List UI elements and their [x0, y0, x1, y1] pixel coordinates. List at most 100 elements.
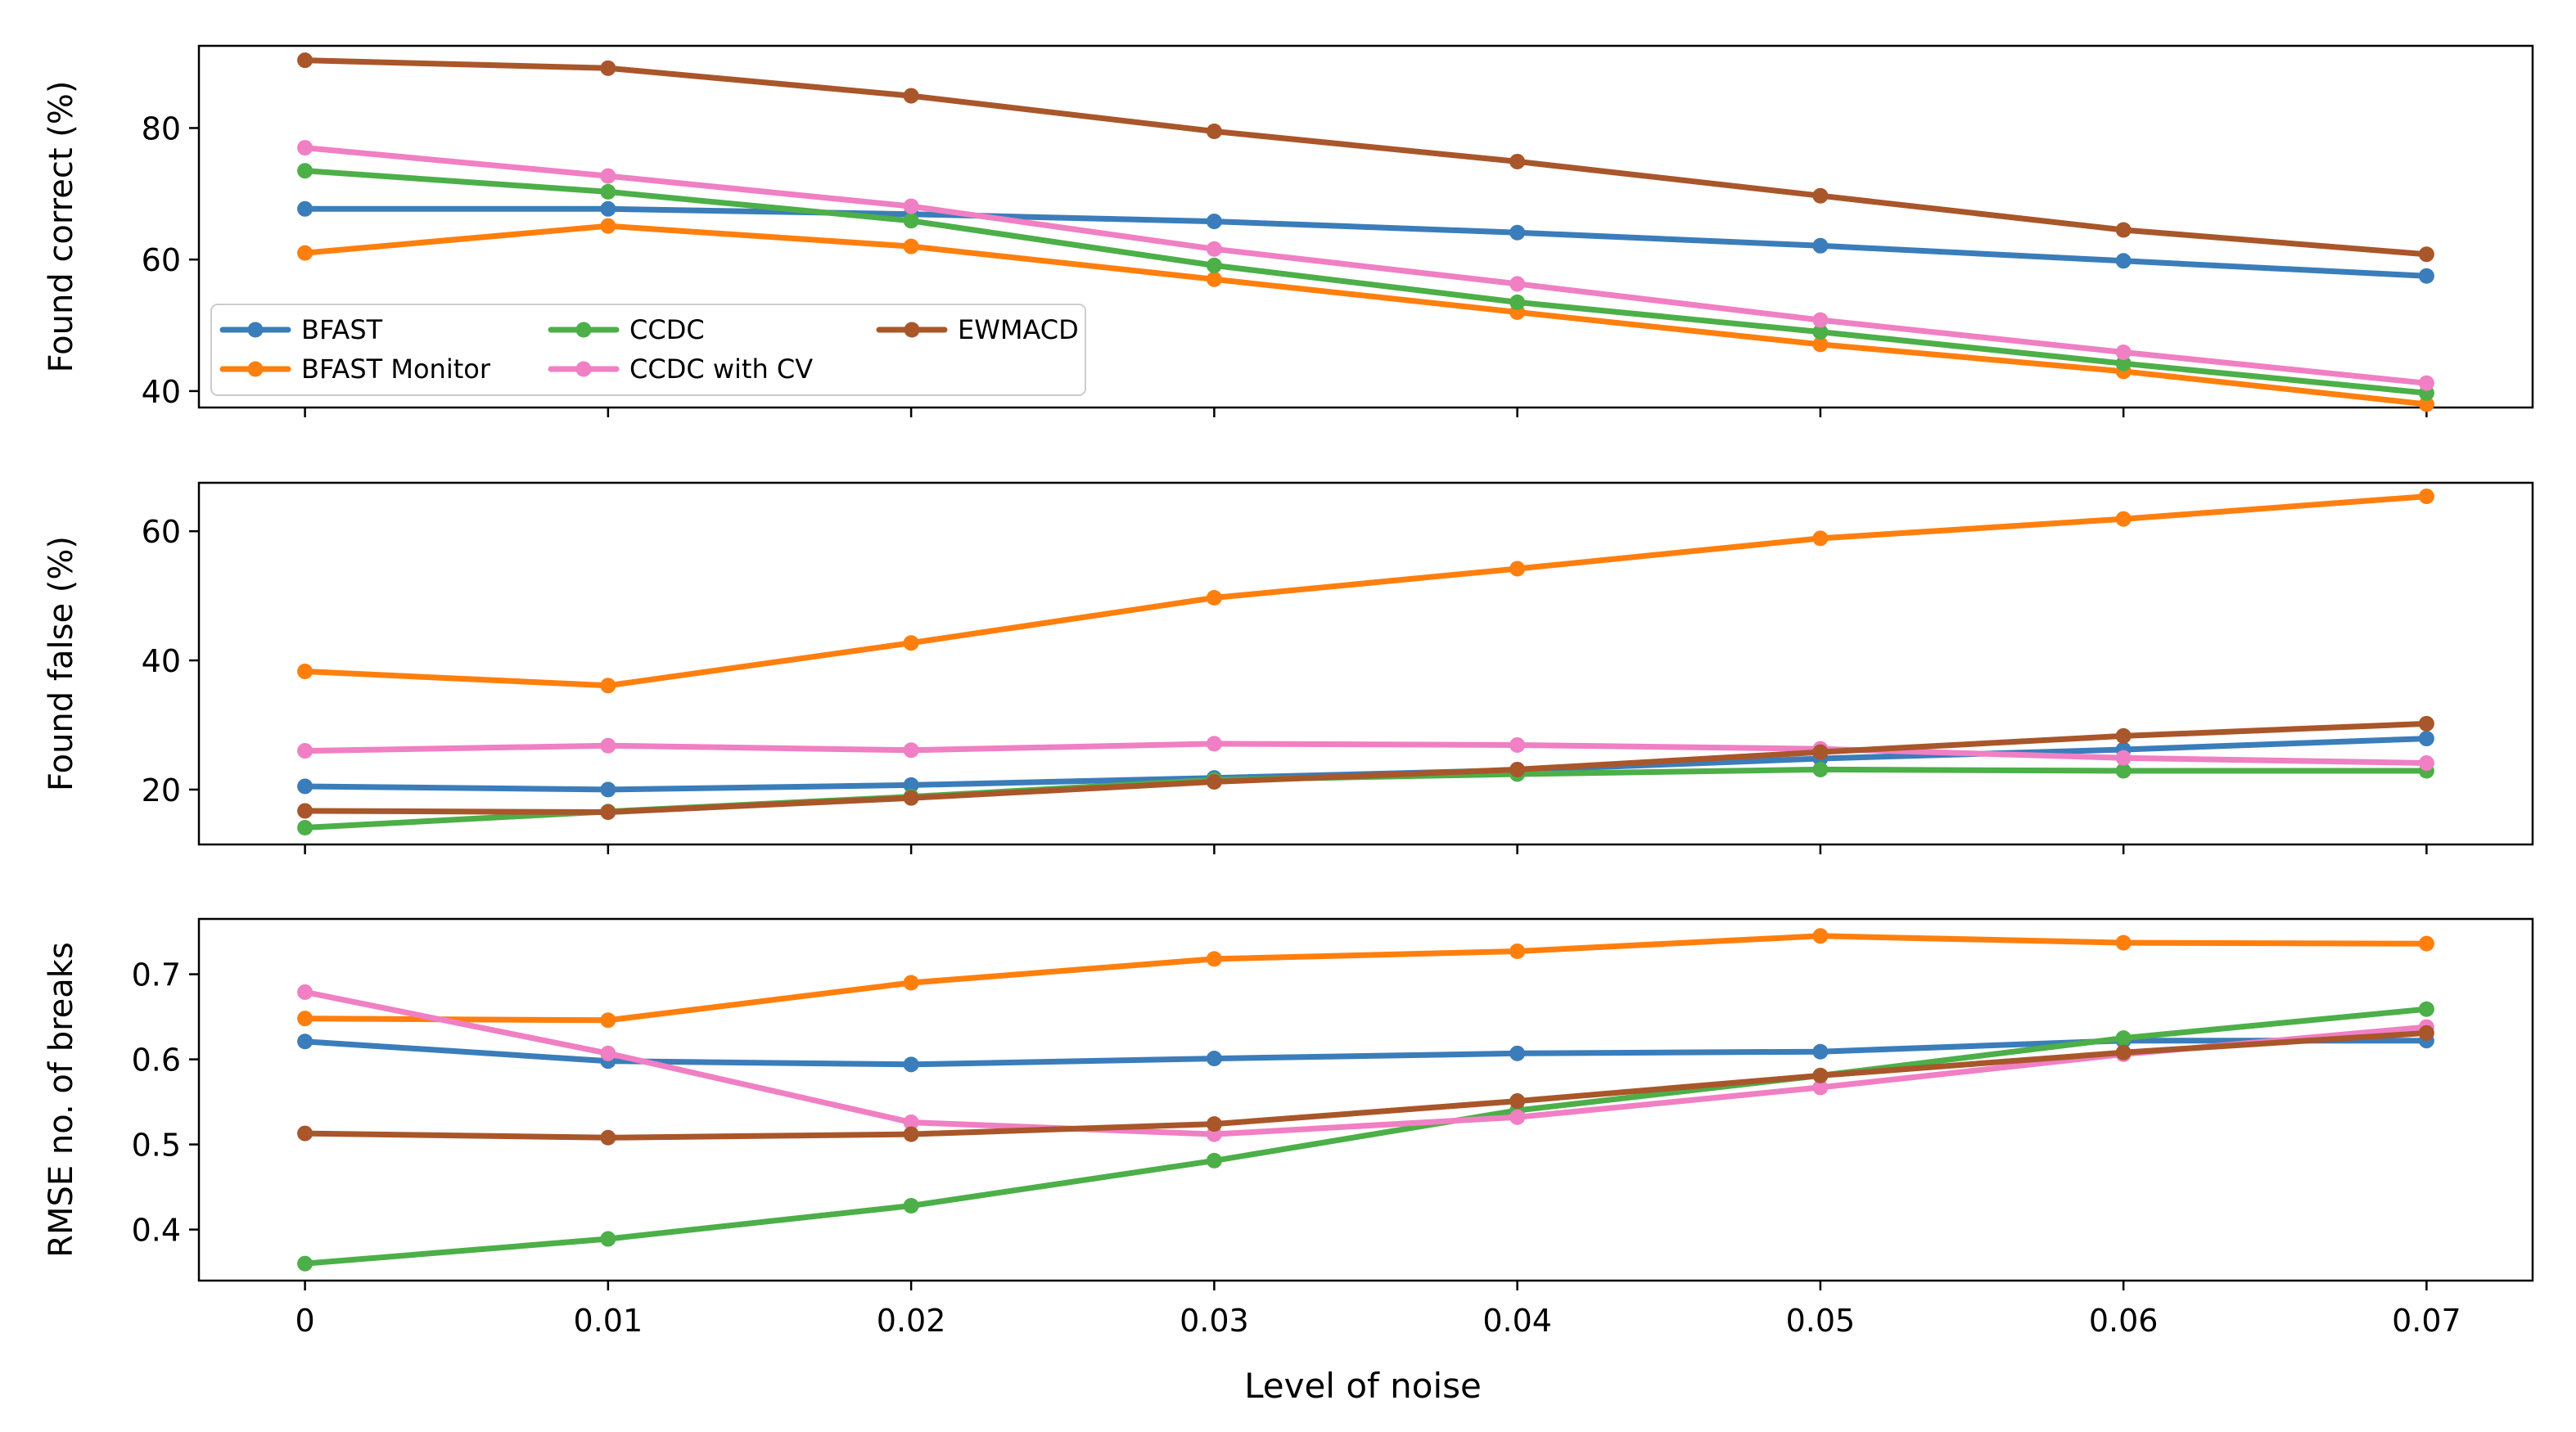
- data-point: [600, 183, 616, 200]
- legend-item-ewmacd: EWMACD: [876, 314, 1079, 345]
- data-point: [1206, 773, 1222, 790]
- x-tick-label: 0.07: [2392, 1303, 2461, 1339]
- data-point: [1509, 153, 1526, 169]
- y-tick-label: 80: [142, 110, 181, 146]
- legend-item-ccdc-with-cv: CCDC with CV: [548, 353, 813, 385]
- data-point: [1509, 276, 1526, 292]
- chart-panels: 40 60 80 Found correct (%) 20 40 60 Found false…: [43, 44, 2534, 1339]
- data-point: [600, 200, 616, 217]
- data-point: [297, 1125, 314, 1142]
- data-point: [2115, 253, 2132, 269]
- x-tick-label: 0.06: [2089, 1303, 2159, 1339]
- data-point: [1812, 312, 1829, 328]
- data-point: [1812, 1067, 1829, 1083]
- data-point: [1812, 187, 1829, 204]
- legend-label: BFAST Monitor: [301, 353, 491, 385]
- data-point: [903, 1115, 919, 1131]
- series-ewmacd: [297, 1024, 2434, 1146]
- data-point: [600, 60, 616, 76]
- data-point: [1206, 1051, 1222, 1067]
- data-point: [2115, 1030, 2132, 1047]
- data-point: [903, 213, 919, 229]
- plot-frame: [197, 44, 2534, 409]
- data-point: [1509, 1045, 1526, 1061]
- series-line: [302, 493, 2429, 689]
- data-point: [297, 163, 314, 179]
- y-axis-label: Found false (%): [43, 536, 80, 791]
- data-point: [1812, 761, 1829, 777]
- data-point: [1206, 1152, 1222, 1169]
- data-point: [903, 777, 919, 793]
- data-point: [1206, 951, 1222, 967]
- data-point: [2115, 727, 2132, 744]
- x-tick-label: 0: [295, 1303, 314, 1339]
- data-point: [297, 743, 314, 759]
- data-point: [2115, 750, 2132, 766]
- data-point: [2115, 934, 2132, 951]
- data-point: [1812, 336, 1829, 353]
- series-line: [302, 145, 2429, 386]
- data-point: [903, 238, 919, 254]
- data-point: [2418, 731, 2434, 747]
- data-point: [1509, 736, 1526, 753]
- series-ewmacd: [297, 52, 2434, 263]
- series-ccdc-with-cv: [297, 984, 2434, 1142]
- data-point: [2418, 1001, 2434, 1017]
- series-line: [302, 1006, 2429, 1267]
- x-tick-label: 0.01: [574, 1303, 643, 1339]
- data-point: [2418, 396, 2434, 412]
- data-point: [600, 781, 616, 798]
- series-bfast-monitor: [297, 489, 2434, 694]
- data-point: [2418, 1024, 2434, 1041]
- series-line: [302, 168, 2429, 396]
- data-point: [2115, 344, 2132, 360]
- series-bfast: [297, 731, 2434, 798]
- y-axis-label: Found correct (%): [43, 81, 80, 373]
- data-point: [1509, 294, 1526, 310]
- legend-item-ccdc: CCDC: [548, 314, 705, 345]
- data-point: [600, 678, 616, 694]
- data-point: [903, 1126, 919, 1142]
- y-tick-label: 0.6: [132, 1042, 181, 1079]
- series-bfast: [297, 200, 2434, 284]
- data-point: [1206, 214, 1222, 230]
- data-point: [1509, 224, 1526, 241]
- series-ccdc-with-cv: [297, 140, 2434, 391]
- data-point: [297, 803, 314, 819]
- data-point: [1509, 1093, 1526, 1110]
- legend-box: [210, 304, 1086, 396]
- data-point: [297, 663, 314, 679]
- y-axis-label: RMSE no. of breaks: [43, 942, 80, 1258]
- x-tick-label: 0.05: [1786, 1303, 1856, 1339]
- series-line: [302, 223, 2429, 408]
- data-point: [297, 1011, 314, 1027]
- series-ewmacd: [297, 715, 2434, 821]
- panel-3: 0.4 0.5 0.6 0.7 0 0.01 0.02 0.03 0.04 0.05 0.06 0.0…: [43, 917, 2534, 1339]
- series-ccdc-with-cv: [297, 736, 2434, 772]
- data-point: [600, 737, 616, 754]
- y-tick-label: 0.7: [132, 957, 181, 993]
- series-line: [302, 1029, 2429, 1141]
- legend-label: BFAST: [301, 314, 383, 345]
- data-point: [903, 790, 919, 806]
- series-ccdc: [297, 163, 2434, 401]
- legend: BFAST BFAST Monitor CCDC CCDC with CV EWMACD: [210, 304, 1086, 396]
- data-point: [1812, 237, 1829, 254]
- data-point: [2418, 715, 2434, 732]
- series-bfast-monitor: [297, 928, 2434, 1029]
- data-point: [297, 140, 314, 156]
- data-point: [600, 168, 616, 184]
- data-point: [2115, 222, 2132, 238]
- data-point: [2115, 511, 2132, 527]
- series-line: [302, 988, 2429, 1137]
- data-point: [1206, 1116, 1222, 1133]
- x-tick-label: 0.04: [1482, 1303, 1552, 1339]
- data-point: [297, 819, 314, 835]
- data-point: [1812, 324, 1829, 340]
- data-point: [2418, 246, 2434, 263]
- data-point: [1509, 943, 1526, 960]
- legend-label: CCDC: [629, 314, 705, 345]
- data-point: [2418, 268, 2434, 284]
- data-point: [1812, 744, 1829, 760]
